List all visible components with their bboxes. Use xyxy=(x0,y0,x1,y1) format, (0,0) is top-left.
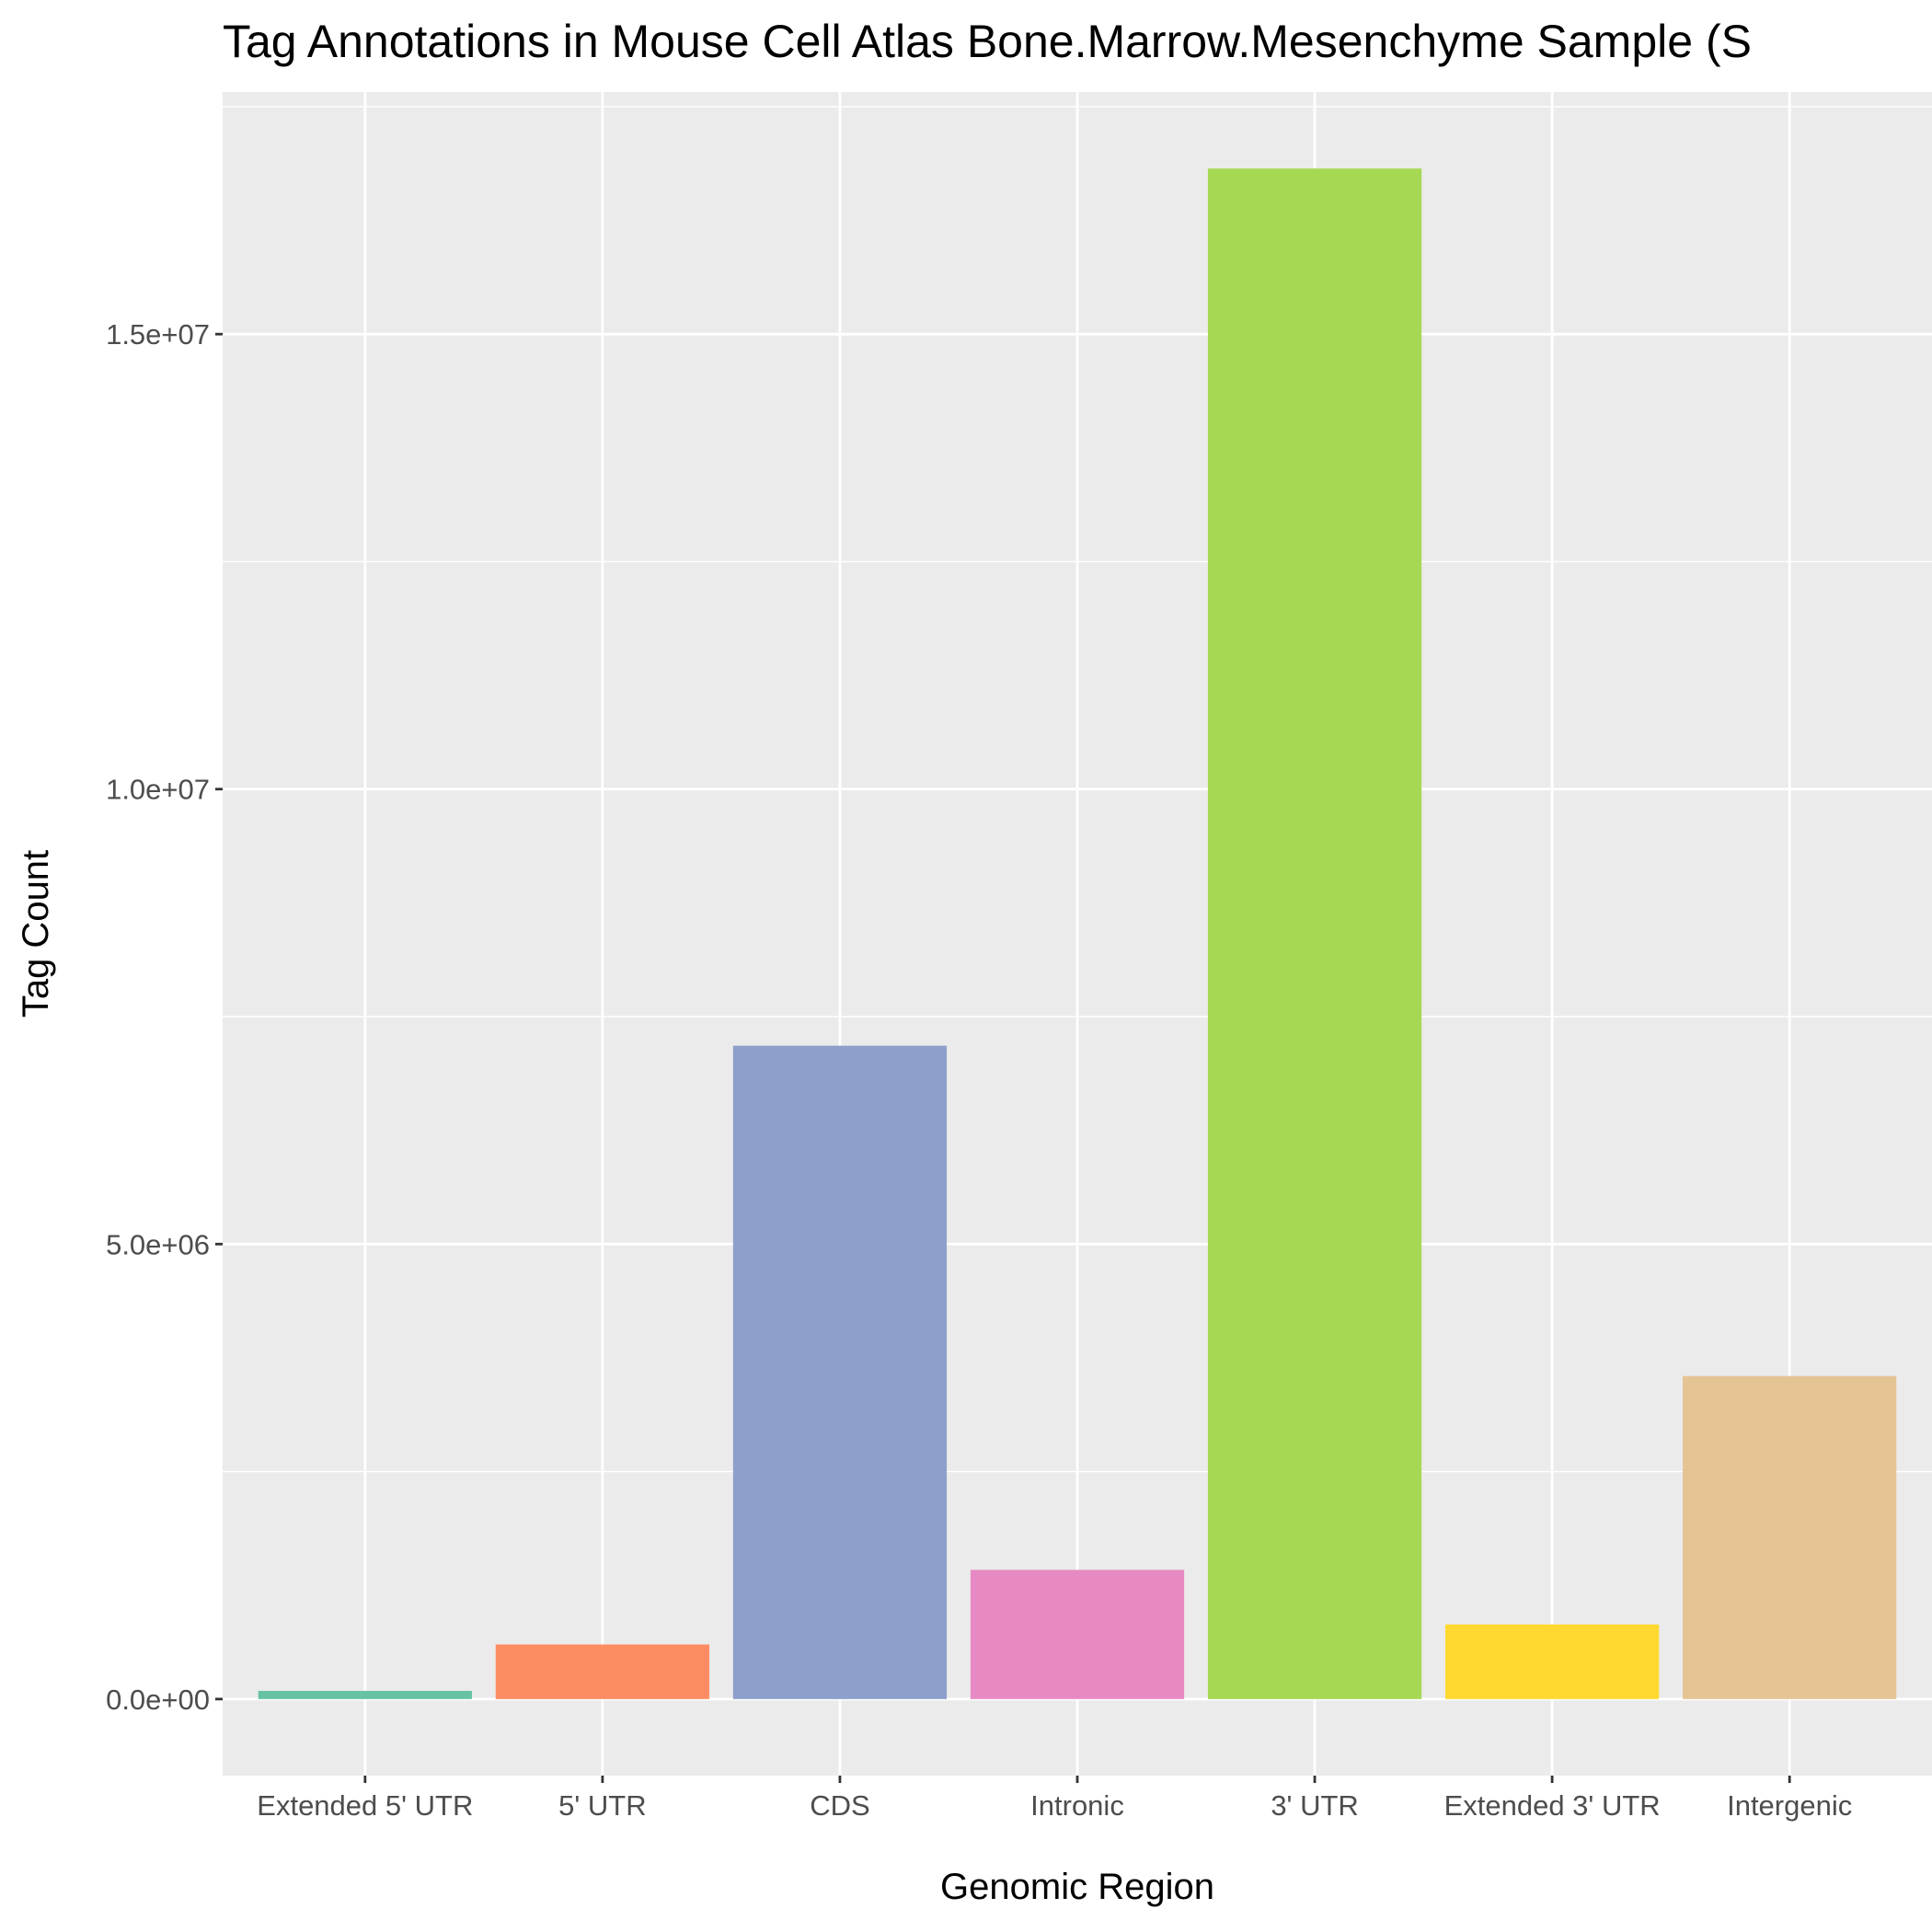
x-tick-label: 5' UTR xyxy=(558,1789,646,1822)
bar xyxy=(1444,1624,1660,1699)
bar xyxy=(495,1644,710,1699)
x-tick-label: Extended 3' UTR xyxy=(1444,1789,1661,1822)
bars xyxy=(258,168,1897,1699)
x-axis-title: Genomic Region xyxy=(940,1867,1214,1907)
y-tick-label: 5.0e+06 xyxy=(106,1228,210,1260)
chart-title: Tag Annotations in Mouse Cell Atlas Bone… xyxy=(223,16,1752,67)
y-tick-label: 0.0e+00 xyxy=(106,1684,210,1716)
bar xyxy=(970,1570,1185,1699)
bar xyxy=(1207,168,1422,1699)
x-tick-label: Intronic xyxy=(1030,1789,1124,1822)
y-tick-label: 1.5e+07 xyxy=(106,318,210,351)
y-axis: 0.0e+00 5.0e+06 1.0e+07 1.5e+07 xyxy=(106,318,223,1716)
x-tick-label: Intergenic xyxy=(1727,1789,1852,1822)
y-tick-label: 1.0e+07 xyxy=(106,774,210,806)
x-tick-label: CDS xyxy=(810,1789,869,1822)
y-axis-title: Tag Count xyxy=(16,850,56,1018)
bar xyxy=(1683,1375,1897,1699)
x-tick-label: 3' UTR xyxy=(1271,1789,1358,1822)
x-axis: Extended 5' UTR 5' UTR CDS Intronic 3' UTR Ex… xyxy=(257,1776,1852,1822)
bar xyxy=(258,1690,472,1699)
bar xyxy=(732,1045,948,1699)
x-tick-label: Extended 5' UTR xyxy=(257,1789,473,1822)
